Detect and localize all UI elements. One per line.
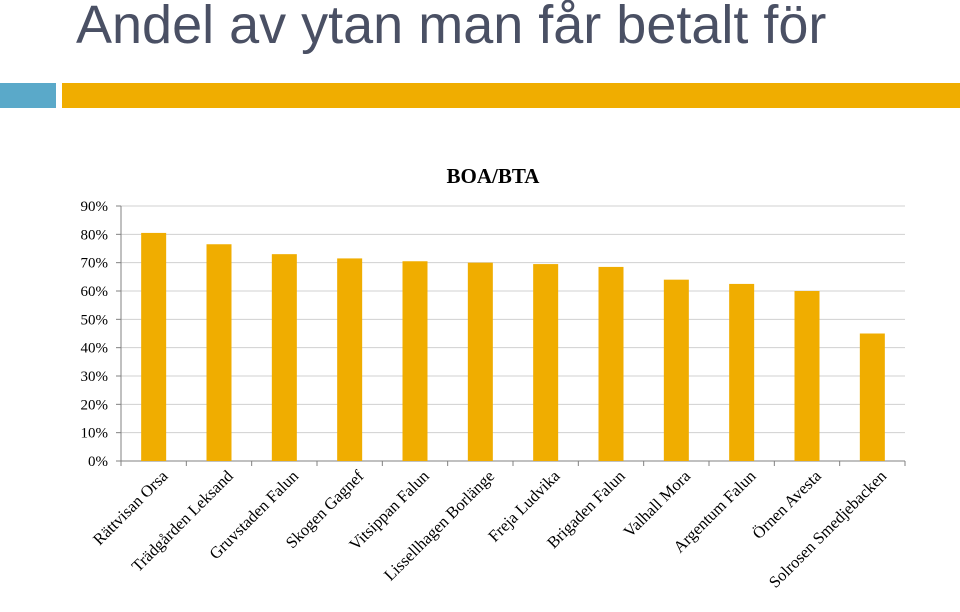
y-tick-label: 60% — [81, 284, 109, 300]
bar — [663, 279, 689, 461]
y-tick-label: 20% — [81, 397, 109, 413]
y-tick-labels: 0% 10% 20% 30% 40% 50% 60% 70% 80% 90% — [81, 199, 109, 470]
y-tick-label: 0% — [88, 454, 108, 470]
bar — [533, 264, 559, 461]
bar — [729, 283, 755, 461]
y-tick-label: 70% — [81, 256, 109, 272]
title-accent-bar-teal — [0, 83, 56, 108]
bars — [141, 232, 885, 461]
bar — [859, 333, 885, 461]
bar — [402, 261, 428, 461]
y-tick-label: 90% — [81, 199, 109, 215]
y-tick-label: 80% — [81, 227, 109, 243]
bar — [337, 258, 363, 461]
title-accent-bar-gold — [62, 83, 960, 108]
bar — [467, 262, 493, 461]
y-tick-label: 40% — [81, 341, 109, 357]
bar — [794, 291, 820, 461]
axes — [116, 205, 906, 466]
gridlines — [121, 205, 905, 434]
x-category-label: Solrosen Smedjebacken — [765, 466, 890, 591]
x-category-label: Lissellhagen Borlänge — [380, 466, 498, 584]
y-tick-label: 10% — [81, 426, 109, 442]
bar — [598, 266, 624, 461]
bar — [206, 244, 232, 461]
y-tick-label: 30% — [81, 369, 109, 385]
y-tick-label: 50% — [81, 312, 109, 328]
bar — [141, 232, 167, 461]
slide-title: Andel av ytan man får betalt för — [76, 0, 827, 55]
bar — [271, 254, 297, 461]
chart-title: BOA/BTA — [447, 164, 541, 188]
